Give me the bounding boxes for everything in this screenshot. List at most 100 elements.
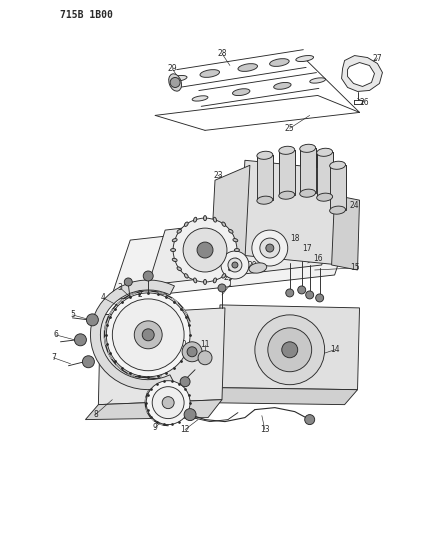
Polygon shape bbox=[240, 160, 345, 265]
Ellipse shape bbox=[213, 278, 217, 283]
Circle shape bbox=[298, 286, 306, 294]
Circle shape bbox=[306, 291, 314, 299]
Text: 4: 4 bbox=[101, 294, 106, 302]
Circle shape bbox=[162, 397, 174, 409]
Ellipse shape bbox=[257, 196, 273, 204]
Text: 715B 1B00: 715B 1B00 bbox=[60, 10, 113, 20]
Ellipse shape bbox=[279, 146, 295, 155]
Ellipse shape bbox=[233, 239, 238, 242]
Ellipse shape bbox=[300, 189, 315, 197]
Text: 22: 22 bbox=[173, 240, 183, 249]
Text: 10: 10 bbox=[177, 340, 187, 349]
Circle shape bbox=[268, 328, 312, 372]
Circle shape bbox=[228, 258, 242, 272]
Ellipse shape bbox=[193, 217, 197, 222]
Text: 21: 21 bbox=[223, 273, 233, 282]
Polygon shape bbox=[86, 400, 222, 419]
Circle shape bbox=[134, 321, 162, 349]
Ellipse shape bbox=[184, 273, 188, 278]
Ellipse shape bbox=[232, 88, 250, 95]
Circle shape bbox=[305, 415, 315, 425]
Ellipse shape bbox=[330, 161, 345, 169]
Polygon shape bbox=[148, 210, 339, 285]
Text: 14: 14 bbox=[330, 345, 339, 354]
Circle shape bbox=[112, 299, 184, 371]
Circle shape bbox=[221, 251, 249, 279]
Ellipse shape bbox=[204, 279, 207, 285]
Circle shape bbox=[197, 242, 213, 258]
Text: 17: 17 bbox=[302, 244, 312, 253]
Polygon shape bbox=[218, 305, 360, 390]
Ellipse shape bbox=[235, 248, 239, 252]
Circle shape bbox=[255, 315, 325, 385]
Circle shape bbox=[152, 386, 184, 418]
Circle shape bbox=[180, 377, 190, 386]
Ellipse shape bbox=[238, 63, 258, 71]
Ellipse shape bbox=[177, 229, 181, 233]
Text: 11: 11 bbox=[200, 340, 210, 349]
Circle shape bbox=[266, 244, 274, 252]
Ellipse shape bbox=[317, 193, 333, 201]
Circle shape bbox=[86, 314, 98, 326]
Text: 12: 12 bbox=[180, 425, 190, 434]
Polygon shape bbox=[348, 62, 374, 86]
Polygon shape bbox=[210, 165, 250, 275]
Ellipse shape bbox=[172, 259, 177, 262]
Ellipse shape bbox=[279, 191, 295, 199]
Ellipse shape bbox=[273, 83, 291, 90]
Polygon shape bbox=[330, 165, 345, 210]
Text: 7: 7 bbox=[51, 353, 56, 362]
Circle shape bbox=[170, 77, 180, 87]
Text: 20: 20 bbox=[247, 261, 257, 270]
Ellipse shape bbox=[222, 273, 226, 278]
Circle shape bbox=[124, 278, 132, 286]
Ellipse shape bbox=[200, 70, 220, 77]
Circle shape bbox=[106, 293, 190, 377]
Text: 29: 29 bbox=[167, 64, 177, 73]
Text: 1: 1 bbox=[228, 280, 232, 289]
Polygon shape bbox=[279, 150, 295, 195]
Ellipse shape bbox=[310, 78, 326, 83]
Circle shape bbox=[316, 294, 324, 302]
Polygon shape bbox=[300, 148, 316, 193]
Text: 23: 23 bbox=[213, 171, 223, 180]
Circle shape bbox=[142, 329, 154, 341]
Ellipse shape bbox=[296, 55, 314, 61]
Ellipse shape bbox=[172, 239, 177, 242]
Circle shape bbox=[232, 262, 238, 268]
Circle shape bbox=[83, 356, 95, 368]
Circle shape bbox=[182, 342, 202, 362]
Ellipse shape bbox=[184, 222, 188, 227]
Circle shape bbox=[183, 228, 227, 272]
Ellipse shape bbox=[177, 267, 181, 271]
Ellipse shape bbox=[229, 229, 233, 233]
Polygon shape bbox=[90, 280, 175, 390]
Circle shape bbox=[218, 284, 226, 292]
Text: 2: 2 bbox=[138, 290, 143, 300]
Polygon shape bbox=[332, 195, 360, 270]
Circle shape bbox=[187, 347, 197, 357]
Circle shape bbox=[198, 351, 212, 365]
Polygon shape bbox=[205, 387, 357, 405]
Ellipse shape bbox=[169, 76, 187, 82]
Circle shape bbox=[143, 271, 153, 281]
Ellipse shape bbox=[213, 217, 217, 222]
Circle shape bbox=[173, 218, 237, 282]
Ellipse shape bbox=[222, 222, 226, 227]
Text: 28: 28 bbox=[217, 49, 227, 58]
Ellipse shape bbox=[249, 263, 267, 273]
Ellipse shape bbox=[233, 259, 238, 262]
Circle shape bbox=[260, 238, 280, 258]
Ellipse shape bbox=[204, 216, 207, 221]
Circle shape bbox=[286, 289, 294, 297]
Circle shape bbox=[74, 334, 86, 346]
Polygon shape bbox=[257, 155, 273, 200]
Text: 18: 18 bbox=[290, 233, 300, 243]
Circle shape bbox=[146, 381, 190, 425]
Polygon shape bbox=[342, 55, 383, 92]
Text: 5: 5 bbox=[70, 310, 75, 319]
Ellipse shape bbox=[270, 59, 289, 67]
Ellipse shape bbox=[317, 148, 333, 156]
Text: 16: 16 bbox=[313, 254, 322, 263]
Text: 25: 25 bbox=[285, 124, 294, 133]
